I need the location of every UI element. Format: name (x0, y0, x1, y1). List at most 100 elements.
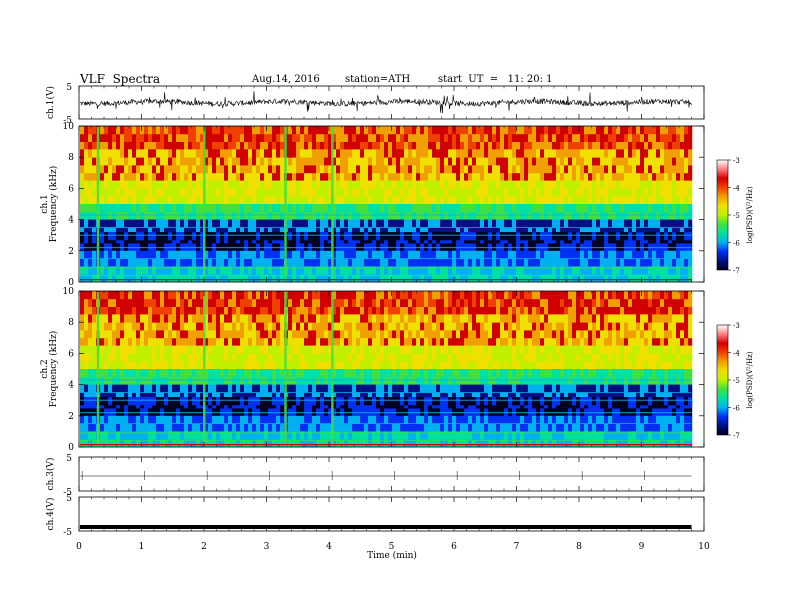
ch1-spectrogram-cell (408, 133, 413, 142)
ch1-spectrogram-cell (348, 126, 353, 135)
ch1-spectrogram-cell (300, 149, 305, 158)
ch1-spectrogram-cell (668, 204, 673, 213)
ch2-spectrogram-cell (408, 291, 413, 300)
ch1-spectrogram-cell (628, 133, 633, 142)
ch2-spectrogram-cell (248, 361, 253, 370)
ch1-spectrogram-cell (528, 274, 533, 283)
ch1-spectrogram-cell (352, 258, 357, 267)
ch1-spectrogram-cell (384, 250, 389, 259)
ch1-spectrogram-cell (680, 219, 685, 228)
ch2-spectrogram-cell (80, 337, 85, 346)
ch2-spectrogram-cell (160, 330, 165, 339)
ch2-spectrogram-cell (228, 322, 233, 331)
ch1-spectrogram-cell (632, 250, 637, 259)
ch2-spectrogram-cell (428, 306, 433, 315)
ch1-spectrogram-cell (568, 243, 573, 252)
ch1-spectrogram-cell (348, 211, 353, 220)
ch1-spectrogram-cell (676, 266, 681, 275)
ch1-spectrogram-cell (536, 219, 541, 228)
ch1-spectrogram-cell (628, 258, 633, 267)
ch2-spectrogram-cell (368, 361, 373, 370)
ch2-spectrogram-cell (540, 298, 545, 307)
ch1-spectrogram-cell (536, 232, 541, 241)
ch2-spectrogram-cell (656, 298, 661, 307)
ch2-spectrogram-cell (180, 306, 185, 315)
ch2-spectrogram-cell (456, 306, 461, 315)
ch1-spectrogram-cell (400, 250, 405, 259)
ch1-spectrogram-cell (592, 126, 597, 135)
ch1-spectrogram-cell (136, 126, 141, 135)
ch1-spectrogram-cell (480, 165, 485, 174)
ch1-spectrogram-cell (320, 274, 325, 283)
ch1-spectrogram-cell (204, 180, 209, 189)
ch2-spectrogram-cell (244, 322, 249, 331)
ch1-spectrogram-cell (232, 188, 237, 197)
ch1-spectrogram-cell (576, 149, 581, 158)
ch1-spectrogram-cell (608, 172, 613, 181)
ch2-spectrogram-cell (208, 353, 213, 362)
ch1-spectrogram-cell (224, 204, 229, 213)
ch1-spectrogram-cell (688, 180, 693, 189)
ch1-spectrogram-cell (536, 224, 541, 233)
ch1-spectrogram-cell (440, 219, 445, 228)
ch2-spectrogram-cell (348, 298, 353, 307)
ch1-spectrogram-cell (128, 149, 133, 158)
ch1-spectrogram-cell (432, 204, 437, 213)
ch2-spectrogram-cell (588, 353, 593, 362)
ch1-spectrogram-cell (472, 250, 477, 259)
ch2-spectrogram-cell (452, 298, 457, 307)
ch1-spectrogram-cell (580, 224, 585, 233)
ch1-spectrogram-cell (196, 219, 201, 228)
ch1-spectrogram-cell (340, 188, 345, 197)
ch1-spectrogram-cell (648, 243, 653, 252)
ch1-spectrogram-cell (172, 204, 177, 213)
ch1-spectrogram-cell (88, 172, 93, 181)
ch2-spectrogram-cell (364, 361, 369, 370)
ch1-spectrogram-cell (560, 204, 565, 213)
ch1-spectrogram-cell (492, 188, 497, 197)
ch1-spectrogram-cell (308, 250, 313, 259)
ch2-spectrogram-cell (212, 298, 217, 307)
ch2-spectrogram-cell (664, 314, 669, 323)
ch1-spectrogram-cell (280, 141, 285, 150)
ch1-spectrogram-cell (636, 188, 641, 197)
ch2-spectrogram-cell (88, 337, 93, 346)
ch1-spectrogram-cell (460, 274, 465, 283)
ch2-spectrogram-cell (464, 353, 469, 362)
ch1-spectrogram-cell (328, 258, 333, 267)
ch1-spectrogram-cell (140, 180, 145, 189)
ch2-spectrogram-cell (680, 306, 685, 315)
ch2-spectrogram-cell (604, 330, 609, 339)
ch1-spectrogram-cell (324, 204, 329, 213)
ch1-spectrogram-cell (632, 243, 637, 252)
ch2-spectrogram-cell (536, 361, 541, 370)
ch2-spectrogram-cell (680, 330, 685, 339)
ch2-spectrogram-cell (124, 353, 129, 362)
ch1-spectrogram-cell (660, 204, 665, 213)
ch1-spectrogram-cell (360, 274, 365, 283)
ch2-spectrogram-cell (660, 345, 665, 354)
ch1-spectrogram-cell (440, 232, 445, 241)
ch2-spectrogram-cell (484, 361, 489, 370)
ch1-spectrogram-cell (528, 180, 533, 189)
ch1-spectrogram-cell (104, 133, 109, 142)
ch2-spectrogram-cell (248, 345, 253, 354)
ch1-spectrogram-cell (548, 250, 553, 259)
ch2-spectrogram-cell (92, 337, 97, 346)
ch2-spectrogram-cell (472, 353, 477, 362)
ch1-spectrogram-cell (148, 180, 153, 189)
ch1-spectrogram-cell (244, 250, 249, 259)
ch1-spectrogram-cell (468, 224, 473, 233)
ch1-spectrogram-cell (560, 258, 565, 267)
ch2-spectrogram-cell (200, 353, 205, 362)
ch2-spectrogram-cell (652, 322, 657, 331)
ch2-spectrogram-cell (668, 306, 673, 315)
ch1-spectrogram-cell (264, 232, 269, 241)
ch1-spectrogram-cell (108, 188, 113, 197)
ch2-spectrogram-cell (632, 345, 637, 354)
ch1-spectrogram-cell (612, 165, 617, 174)
ch1-spectrogram-cell (576, 211, 581, 220)
ch2-spectrogram-cell (308, 306, 313, 315)
ch2-spectrogram-cell (200, 314, 205, 323)
ch1-spectrogram-cell (280, 258, 285, 267)
